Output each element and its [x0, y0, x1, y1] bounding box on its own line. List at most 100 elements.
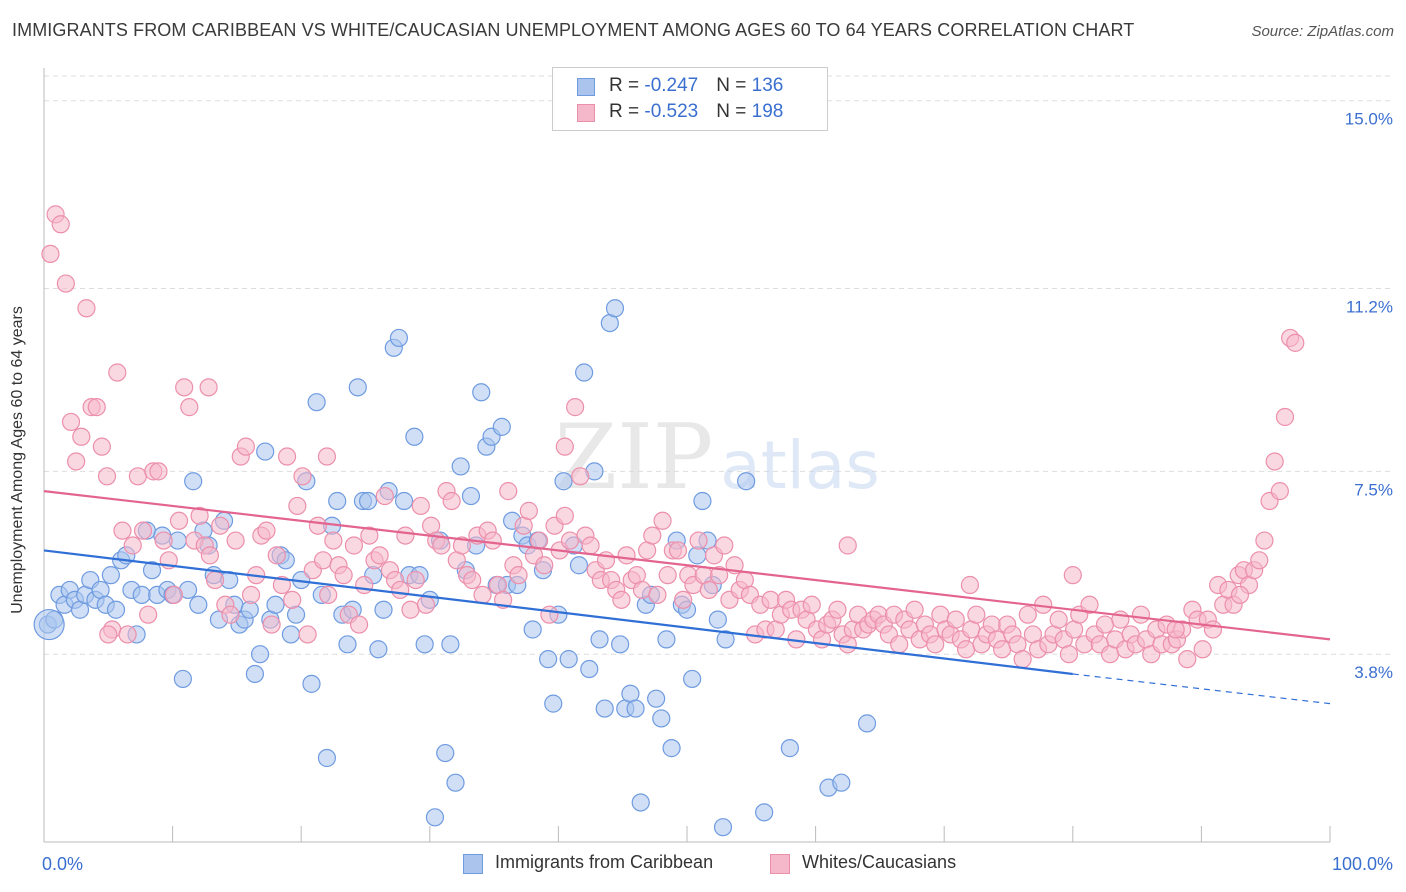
data-point [580, 659, 599, 679]
data-point [492, 417, 511, 436]
data-point [461, 486, 481, 506]
legend-swatch-blue [577, 78, 595, 96]
data-point [99, 625, 118, 644]
data-point [432, 536, 451, 555]
data-point [199, 378, 218, 397]
data-point [128, 467, 147, 486]
data-point [832, 773, 851, 792]
data-point [355, 575, 374, 595]
data-point [755, 803, 774, 822]
data-point [184, 472, 203, 491]
data-point [277, 447, 297, 466]
data-point [857, 714, 877, 733]
watermark-atlas: atlas [720, 427, 880, 504]
data-point [348, 378, 367, 397]
data-point [713, 818, 733, 837]
data-point [535, 556, 554, 575]
data-point [77, 299, 96, 318]
data-point [302, 674, 321, 693]
legend-swatch-pink [577, 104, 595, 122]
data-point [699, 580, 718, 600]
data-point [715, 536, 734, 555]
data-point [272, 575, 292, 595]
data-point [540, 605, 559, 624]
data-point [956, 640, 976, 659]
data-point [205, 570, 225, 590]
trend-line-whites [43, 490, 1331, 641]
data-point [761, 590, 780, 609]
data-point [544, 694, 563, 713]
data-point [317, 447, 337, 466]
y-tick-label: 3.8% [1354, 663, 1393, 682]
data-point [838, 536, 857, 555]
data-point [658, 566, 677, 585]
data-point [662, 739, 681, 758]
data-point [113, 521, 132, 540]
data-point [349, 615, 369, 634]
data-point [257, 521, 276, 540]
x-tick-label: 0.0% [42, 854, 83, 874]
data-point [595, 699, 614, 718]
data-point [324, 531, 343, 550]
x-tick-label: 100.0% [1332, 854, 1393, 874]
data-point [391, 580, 410, 600]
data-point [328, 491, 347, 511]
data-point [190, 506, 209, 525]
data-point [483, 531, 502, 550]
data-point [566, 398, 585, 417]
data-point [472, 383, 491, 402]
data-point [559, 650, 578, 669]
data-point [555, 506, 574, 525]
data-point [992, 640, 1012, 659]
data-point [631, 793, 650, 812]
tick-labels: 3.8% 7.5% 11.2% 15.0% 0.0% 100.0% [42, 110, 1393, 874]
data-point [369, 640, 388, 659]
data-point [286, 605, 306, 624]
data-point [307, 393, 326, 412]
data-point [693, 491, 712, 511]
n-value: 136 [751, 75, 784, 96]
data-point [169, 511, 189, 530]
data-point [405, 427, 424, 446]
data-point [1063, 566, 1082, 585]
data-point [101, 566, 120, 585]
data-point [281, 625, 301, 644]
data-point-large [33, 608, 65, 641]
data-point [200, 546, 219, 565]
data-point [960, 575, 980, 595]
y-tick-label: 15.0% [1345, 110, 1393, 129]
data-point [72, 427, 91, 446]
data-point [344, 536, 364, 555]
data-point [626, 699, 645, 718]
data-point [245, 664, 265, 684]
r-label: R = [609, 75, 645, 96]
data-point [56, 274, 75, 293]
data-point [106, 600, 126, 619]
source-credit: Source: ZipAtlas.com [1251, 23, 1394, 40]
data-point [780, 739, 799, 758]
r-value: -0.247 [644, 75, 699, 96]
data-point [926, 635, 945, 654]
data-point [519, 501, 538, 520]
data-point [828, 600, 847, 619]
data-point [1193, 640, 1212, 659]
r-label: R = [609, 101, 645, 122]
data-point [575, 363, 594, 382]
data-point [653, 511, 672, 530]
data-point [632, 580, 652, 600]
n-label: N = [716, 101, 752, 122]
data-point [571, 467, 590, 486]
data-point [154, 531, 173, 550]
data-point [175, 378, 194, 397]
data-point [1095, 615, 1115, 634]
data-point [139, 605, 158, 624]
data-point [674, 590, 693, 609]
data-point [668, 541, 688, 560]
data-point [590, 630, 609, 649]
n-label: N = [716, 75, 752, 96]
data-point [394, 491, 414, 511]
data-point [657, 630, 676, 649]
data-point [802, 595, 821, 614]
data-point [319, 585, 338, 605]
